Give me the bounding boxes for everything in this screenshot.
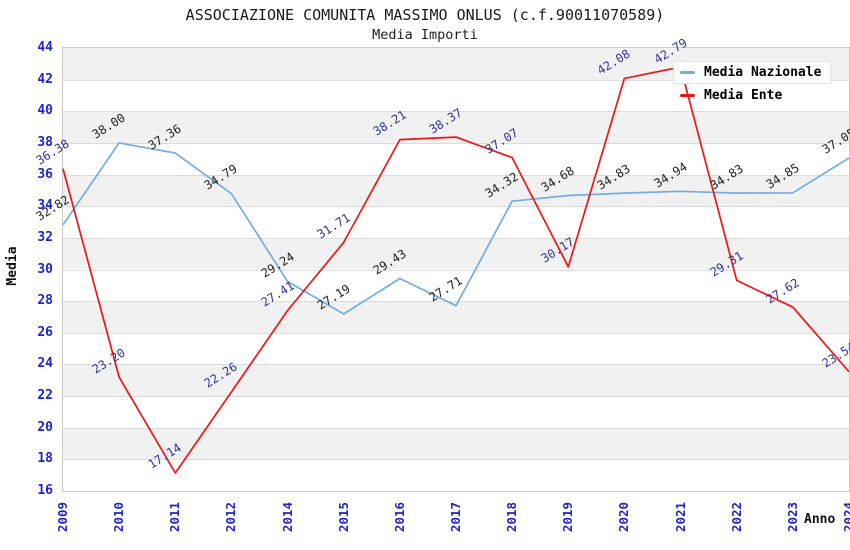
series-lines [62, 66, 850, 474]
y-tick-label: 18 [37, 451, 53, 467]
series-line-media-ente [62, 66, 850, 474]
grid-band [63, 237, 849, 270]
y-tick-label: 38 [37, 134, 53, 150]
x-tick-label: 2020 [616, 501, 632, 533]
x-tick-label: 2016 [391, 501, 407, 533]
x-tick-label: 2010 [111, 501, 127, 533]
gridline [63, 237, 849, 239]
x-tick-label: 2019 [560, 501, 576, 533]
page-title: ASSOCIAZIONE COMUNITA MASSIMO ONLUS (c.f… [185, 6, 665, 24]
y-tick-label: 24 [37, 356, 53, 372]
grid-band [63, 174, 849, 207]
x-tick-label: 2009 [55, 501, 70, 533]
grid-band [63, 269, 849, 302]
x-tick-label: 2023 [784, 501, 800, 533]
x-axis-title: Anno [804, 512, 836, 527]
x-tick-label: 2014 [279, 501, 295, 533]
media-nazionale-line-swatch-icon [680, 71, 695, 74]
legend-label: Media Nazionale [704, 65, 822, 80]
media-ente-line-swatch-icon [680, 94, 695, 97]
gridline [63, 459, 849, 461]
y-tick-label: 32 [37, 229, 53, 245]
y-tick-label: 34 [37, 198, 53, 214]
gridline [63, 142, 849, 144]
y-tick-label: 20 [37, 419, 53, 435]
series-line-media-nazionale [62, 142, 850, 315]
grid-band [63, 459, 849, 491]
y-tick-label: 36 [37, 166, 53, 182]
grid-band [63, 142, 849, 175]
y-tick-label: 28 [37, 293, 53, 309]
x-tick-label: 2018 [504, 501, 520, 533]
chart-plot-area: 32.82 38.00 37.36 34.79 29.24 27.19 29.43 27.71… [5, 35, 850, 532]
x-tick-label: 2012 [223, 501, 239, 533]
grid-band [63, 364, 849, 397]
gridline [63, 174, 849, 176]
x-tick-label: 2024 [841, 501, 850, 533]
gridline [63, 206, 849, 208]
y-axis-title: Media [5, 246, 20, 286]
page-subtitle: Media Importi [372, 27, 478, 43]
y-tick-label: 44 [37, 40, 53, 55]
gridline [63, 332, 849, 334]
gridline [63, 301, 849, 303]
y-tick-label: 40 [37, 103, 53, 119]
legend: Media Nazionale Media Ente [673, 61, 832, 107]
x-tick-label: 2015 [335, 501, 351, 533]
y-tick-label: 16 [37, 483, 53, 498]
x-tick-label: 2022 [728, 501, 744, 533]
x-tick-label: 2011 [167, 501, 183, 533]
grid-band [63, 332, 849, 365]
legend-item-media-ente[interactable]: Media Ente [673, 84, 831, 107]
x-tick-label: 2021 [672, 501, 688, 533]
legend-label: Media Ente [704, 88, 783, 103]
y-tick-label: 26 [37, 324, 53, 340]
y-tick-label: 42 [37, 71, 53, 87]
grid-band [63, 427, 849, 460]
gridline [63, 269, 849, 271]
grid-band [63, 396, 849, 428]
legend-item-media-nazionale[interactable]: Media Nazionale [673, 61, 832, 84]
grid-band [63, 79, 849, 112]
gridline [63, 364, 849, 366]
gridline [63, 111, 849, 113]
x-tick-label: 2017 [448, 501, 463, 533]
y-tick-label: 22 [37, 388, 53, 404]
y-tick-label: 30 [37, 261, 53, 277]
gridline [63, 79, 849, 81]
gridline [63, 427, 849, 429]
gridline [63, 396, 849, 398]
